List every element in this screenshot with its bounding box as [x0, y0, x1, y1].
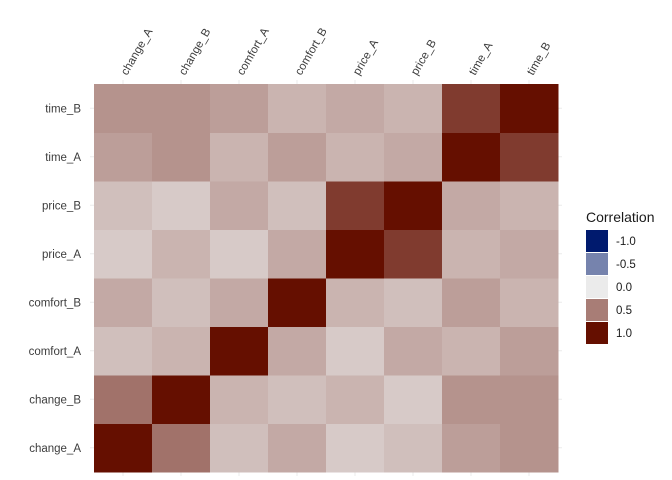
- heatmap-cell-comfort_A-time_B: [500, 326, 559, 376]
- heatmap-cell-time_A-time_B: [500, 132, 559, 182]
- heatmap-cell-comfort_A-comfort_A: [210, 326, 269, 376]
- x-tick-label: comfort_A: [235, 26, 272, 78]
- heatmap-cell-comfort_B-time_B: [500, 278, 559, 327]
- legend-key-label: 1.0: [616, 328, 632, 340]
- heatmap-cell-change_A-comfort_B: [268, 423, 327, 473]
- heatmap-cell-price_B-time_A: [442, 181, 501, 230]
- x-tick-label: change_A: [119, 26, 155, 77]
- y-axis-tick-labels: change_A change_B comfort_A comfort_B price_…: [29, 103, 82, 455]
- heatmap-cell-comfort_B-time_A: [442, 278, 501, 327]
- heatmap-cell-time_B-change_B: [152, 84, 211, 133]
- heatmap-cell-change_B-time_A: [442, 375, 501, 424]
- heatmap-cell-price_A-time_B: [500, 229, 559, 279]
- heatmap-cell-price_B-price_A: [326, 181, 385, 230]
- heatmap-cell-time_A-price_B: [384, 132, 443, 182]
- heatmap-cell-change_A-price_B: [384, 423, 443, 473]
- x-tick-label: time_A: [467, 40, 495, 77]
- heatmap-cells: [94, 84, 559, 473]
- legend-key-label: -1.0: [616, 236, 636, 248]
- x-axis-tick-labels: change_A change_B comfort_A comfort_B price_…: [119, 26, 553, 78]
- heatmap-cell-comfort_A-change_A: [94, 326, 153, 376]
- heatmap-cell-time_A-comfort_A: [210, 132, 269, 182]
- y-tick-label: price_B: [42, 200, 81, 212]
- heatmap-cell-comfort_A-price_B: [384, 326, 443, 376]
- y-tick-label: change_B: [29, 394, 81, 406]
- heatmap-cell-change_A-price_A: [326, 423, 385, 473]
- x-tick-label: price_A: [351, 37, 381, 77]
- heatmap-cell-time_B-comfort_B: [268, 84, 327, 133]
- heatmap-cell-comfort_B-comfort_B: [268, 278, 327, 327]
- heatmap-cell-time_A-change_B: [152, 132, 211, 182]
- heatmap-cell-comfort_A-comfort_B: [268, 326, 327, 376]
- heatmap-cell-price_A-change_A: [94, 229, 153, 279]
- heatmap-cell-change_B-time_B: [500, 375, 559, 424]
- x-tick-label: comfort_B: [293, 26, 330, 78]
- heatmap-cell-comfort_B-change_A: [94, 278, 153, 327]
- legend-keys: -1.0 -0.5 0.0 0.5 1.0: [586, 230, 636, 344]
- x-tick-label: price_B: [409, 37, 439, 77]
- heatmap-cell-comfort_A-price_A: [326, 326, 385, 376]
- heatmap-cell-comfort_A-change_B: [152, 326, 211, 376]
- y-tick-label: time_A: [45, 152, 81, 164]
- legend-key-swatch: [586, 276, 608, 298]
- heatmap-cell-price_A-comfort_B: [268, 229, 327, 279]
- heatmap-cell-change_A-time_A: [442, 423, 501, 473]
- heatmap-cell-time_B-change_A: [94, 84, 153, 133]
- heatmap-cell-comfort_B-change_B: [152, 278, 211, 327]
- heatmap-cell-change_A-change_A: [94, 423, 153, 473]
- heatmap-cell-time_A-comfort_B: [268, 132, 327, 182]
- heatmap-cell-time_B-price_A: [326, 84, 385, 133]
- legend-key-swatch: [586, 299, 608, 321]
- x-tick-label: time_B: [525, 40, 553, 77]
- y-tick-label: comfort_B: [29, 297, 82, 309]
- heatmap-cell-time_B-time_B: [500, 84, 559, 133]
- legend-key-label: -0.5: [616, 259, 636, 271]
- heatmap-cell-price_A-price_A: [326, 229, 385, 279]
- heatmap-cell-change_A-change_B: [152, 423, 211, 473]
- legend-key-label: 0.5: [616, 305, 632, 317]
- heatmap-cell-time_A-change_A: [94, 132, 153, 182]
- heatmap-cell-price_B-comfort_B: [268, 181, 327, 230]
- y-tick-label: comfort_A: [29, 346, 82, 358]
- y-tick-label: price_A: [42, 249, 81, 261]
- heatmap-cell-change_B-price_A: [326, 375, 385, 424]
- heatmap-cell-change_B-comfort_B: [268, 375, 327, 424]
- legend-key-swatch: [586, 322, 608, 344]
- heatmap-cell-comfort_B-price_B: [384, 278, 443, 327]
- heatmap-cell-change_B-comfort_A: [210, 375, 269, 424]
- heatmap-cell-time_A-time_A: [442, 132, 501, 182]
- heatmap-cell-price_B-price_B: [384, 181, 443, 230]
- heatmap-cell-change_A-time_B: [500, 423, 559, 473]
- heatmap-cell-time_A-price_A: [326, 132, 385, 182]
- heatmap-cell-comfort_A-time_A: [442, 326, 501, 376]
- y-tick-label: change_A: [29, 443, 81, 455]
- heatmap-cell-price_B-time_B: [500, 181, 559, 230]
- heatmap-cell-comfort_B-price_A: [326, 278, 385, 327]
- x-tick-label: change_B: [177, 26, 213, 77]
- heatmap-cell-price_A-time_A: [442, 229, 501, 279]
- y-tick-label: time_B: [45, 103, 81, 115]
- heatmap-cell-price_A-change_B: [152, 229, 211, 279]
- heatmap-cell-change_B-change_B: [152, 375, 211, 424]
- legend-key-swatch: [586, 230, 608, 252]
- legend-key-swatch: [586, 253, 608, 275]
- heatmap-cell-time_B-comfort_A: [210, 84, 269, 133]
- heatmap-cell-change_A-comfort_A: [210, 423, 269, 473]
- legend-title: Correlation: [586, 209, 654, 225]
- heatmap-cell-price_B-change_B: [152, 181, 211, 230]
- heatmap-cell-comfort_B-comfort_A: [210, 278, 269, 327]
- heatmap-cell-price_B-comfort_A: [210, 181, 269, 230]
- heatmap-cell-price_B-change_A: [94, 181, 153, 230]
- heatmap-cell-change_B-change_A: [94, 375, 153, 424]
- legend-key-label: 0.0: [616, 282, 632, 294]
- heatmap-cell-price_A-price_B: [384, 229, 443, 279]
- heatmap-cell-price_A-comfort_A: [210, 229, 269, 279]
- heatmap-cell-time_B-price_B: [384, 84, 443, 133]
- heatmap-cell-change_B-price_B: [384, 375, 443, 424]
- heatmap-cell-time_B-time_A: [442, 84, 501, 133]
- legend: Correlation -1.0 -0.5 0.0 0.5 1.0: [586, 209, 654, 344]
